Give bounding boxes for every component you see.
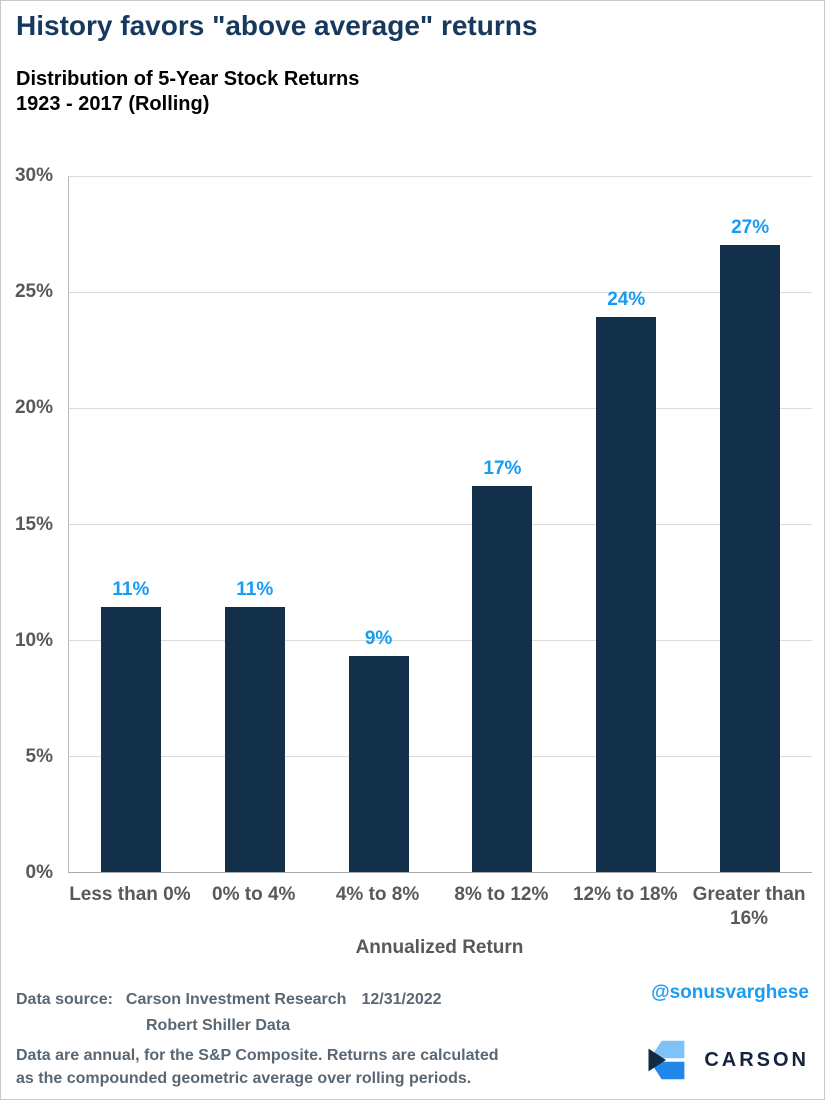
x-axis-category-label: 12% to 18% <box>572 884 678 905</box>
data-source-line1: Data source: Carson Investment Research 12… <box>16 987 442 1013</box>
bar-4 <box>472 486 533 872</box>
twitter-handle: @sonusvarghese <box>651 982 809 1003</box>
carson-logo-icon <box>648 1040 685 1080</box>
gridline <box>69 175 812 177</box>
x-axis-title: Annualized Return <box>355 937 524 958</box>
y-axis-tick-label: 15% <box>14 513 53 535</box>
bar-value-label: 17% <box>483 458 522 480</box>
x-axis-category-label: 0% to 4% <box>212 884 296 905</box>
y-axis-tick-label: 5% <box>25 745 53 767</box>
x-axis-category-label: 4% to 8% <box>335 884 420 905</box>
x-axis-category-label: 8% to 12% <box>454 884 549 905</box>
data-source-date: 12/31/2022 <box>361 991 442 1008</box>
y-axis-tick-label: 25% <box>14 281 53 303</box>
data-source-label: Data source: <box>16 991 113 1008</box>
y-axis-tick-label: 10% <box>14 629 53 651</box>
page-title: History favors "above average" returns <box>16 10 538 41</box>
bar-3 <box>348 655 409 872</box>
footnote-line2: as the compounded geometric average over… <box>16 1070 472 1087</box>
carson-logo: CARSON <box>645 1039 809 1081</box>
bar-5 <box>596 316 657 872</box>
bar-1 <box>100 607 161 872</box>
bar-value-label: 11% <box>112 579 150 601</box>
x-axis-category-label: Less than 0% <box>69 884 191 905</box>
data-source-block: Data source: Carson Investment Research 12… <box>16 987 442 1039</box>
plot-area: 11% 11% 9% 17% 24% 27% <box>68 175 812 873</box>
bar-6 <box>720 244 781 872</box>
data-source-line2: Robert Shiller Data <box>146 1017 291 1034</box>
chart-subtitle: Distribution of 5-Year Stock Returns 192… <box>16 67 359 117</box>
y-axis-tick-label: 20% <box>14 397 53 419</box>
y-axis-tick-label: 0% <box>25 862 53 883</box>
chart-subtitle-line2: 1923 - 2017 (Rolling) <box>16 93 210 115</box>
footnote: Data are annual, for the S&P Composite. … <box>16 1044 499 1090</box>
x-axis-line <box>69 872 812 873</box>
y-axis-tick-label: 30% <box>14 165 53 186</box>
bar-value-label: 11% <box>236 579 274 601</box>
bar-2 <box>224 607 285 872</box>
footnote-line1: Data are annual, for the S&P Composite. … <box>16 1047 499 1064</box>
carson-logo-wordmark: CARSON <box>704 1048 809 1071</box>
gridline <box>69 756 812 758</box>
chart-subtitle-line1: Distribution of 5-Year Stock Returns <box>16 68 360 90</box>
bar-value-label: 9% <box>364 627 393 649</box>
bar-value-label: 24% <box>607 288 646 310</box>
gridline <box>69 524 812 525</box>
x-axis-category-label: Greater than 16% <box>692 884 806 929</box>
gridline <box>69 640 812 642</box>
x-axis-labels: Less than 0% 0% to 4% 4% to 8% 8% to 12% 12%… <box>68 883 811 931</box>
data-source-name: Carson Investment Research <box>125 991 347 1008</box>
gridline <box>69 291 812 293</box>
gridline <box>69 407 812 409</box>
bar-value-label: 27% <box>731 216 770 238</box>
